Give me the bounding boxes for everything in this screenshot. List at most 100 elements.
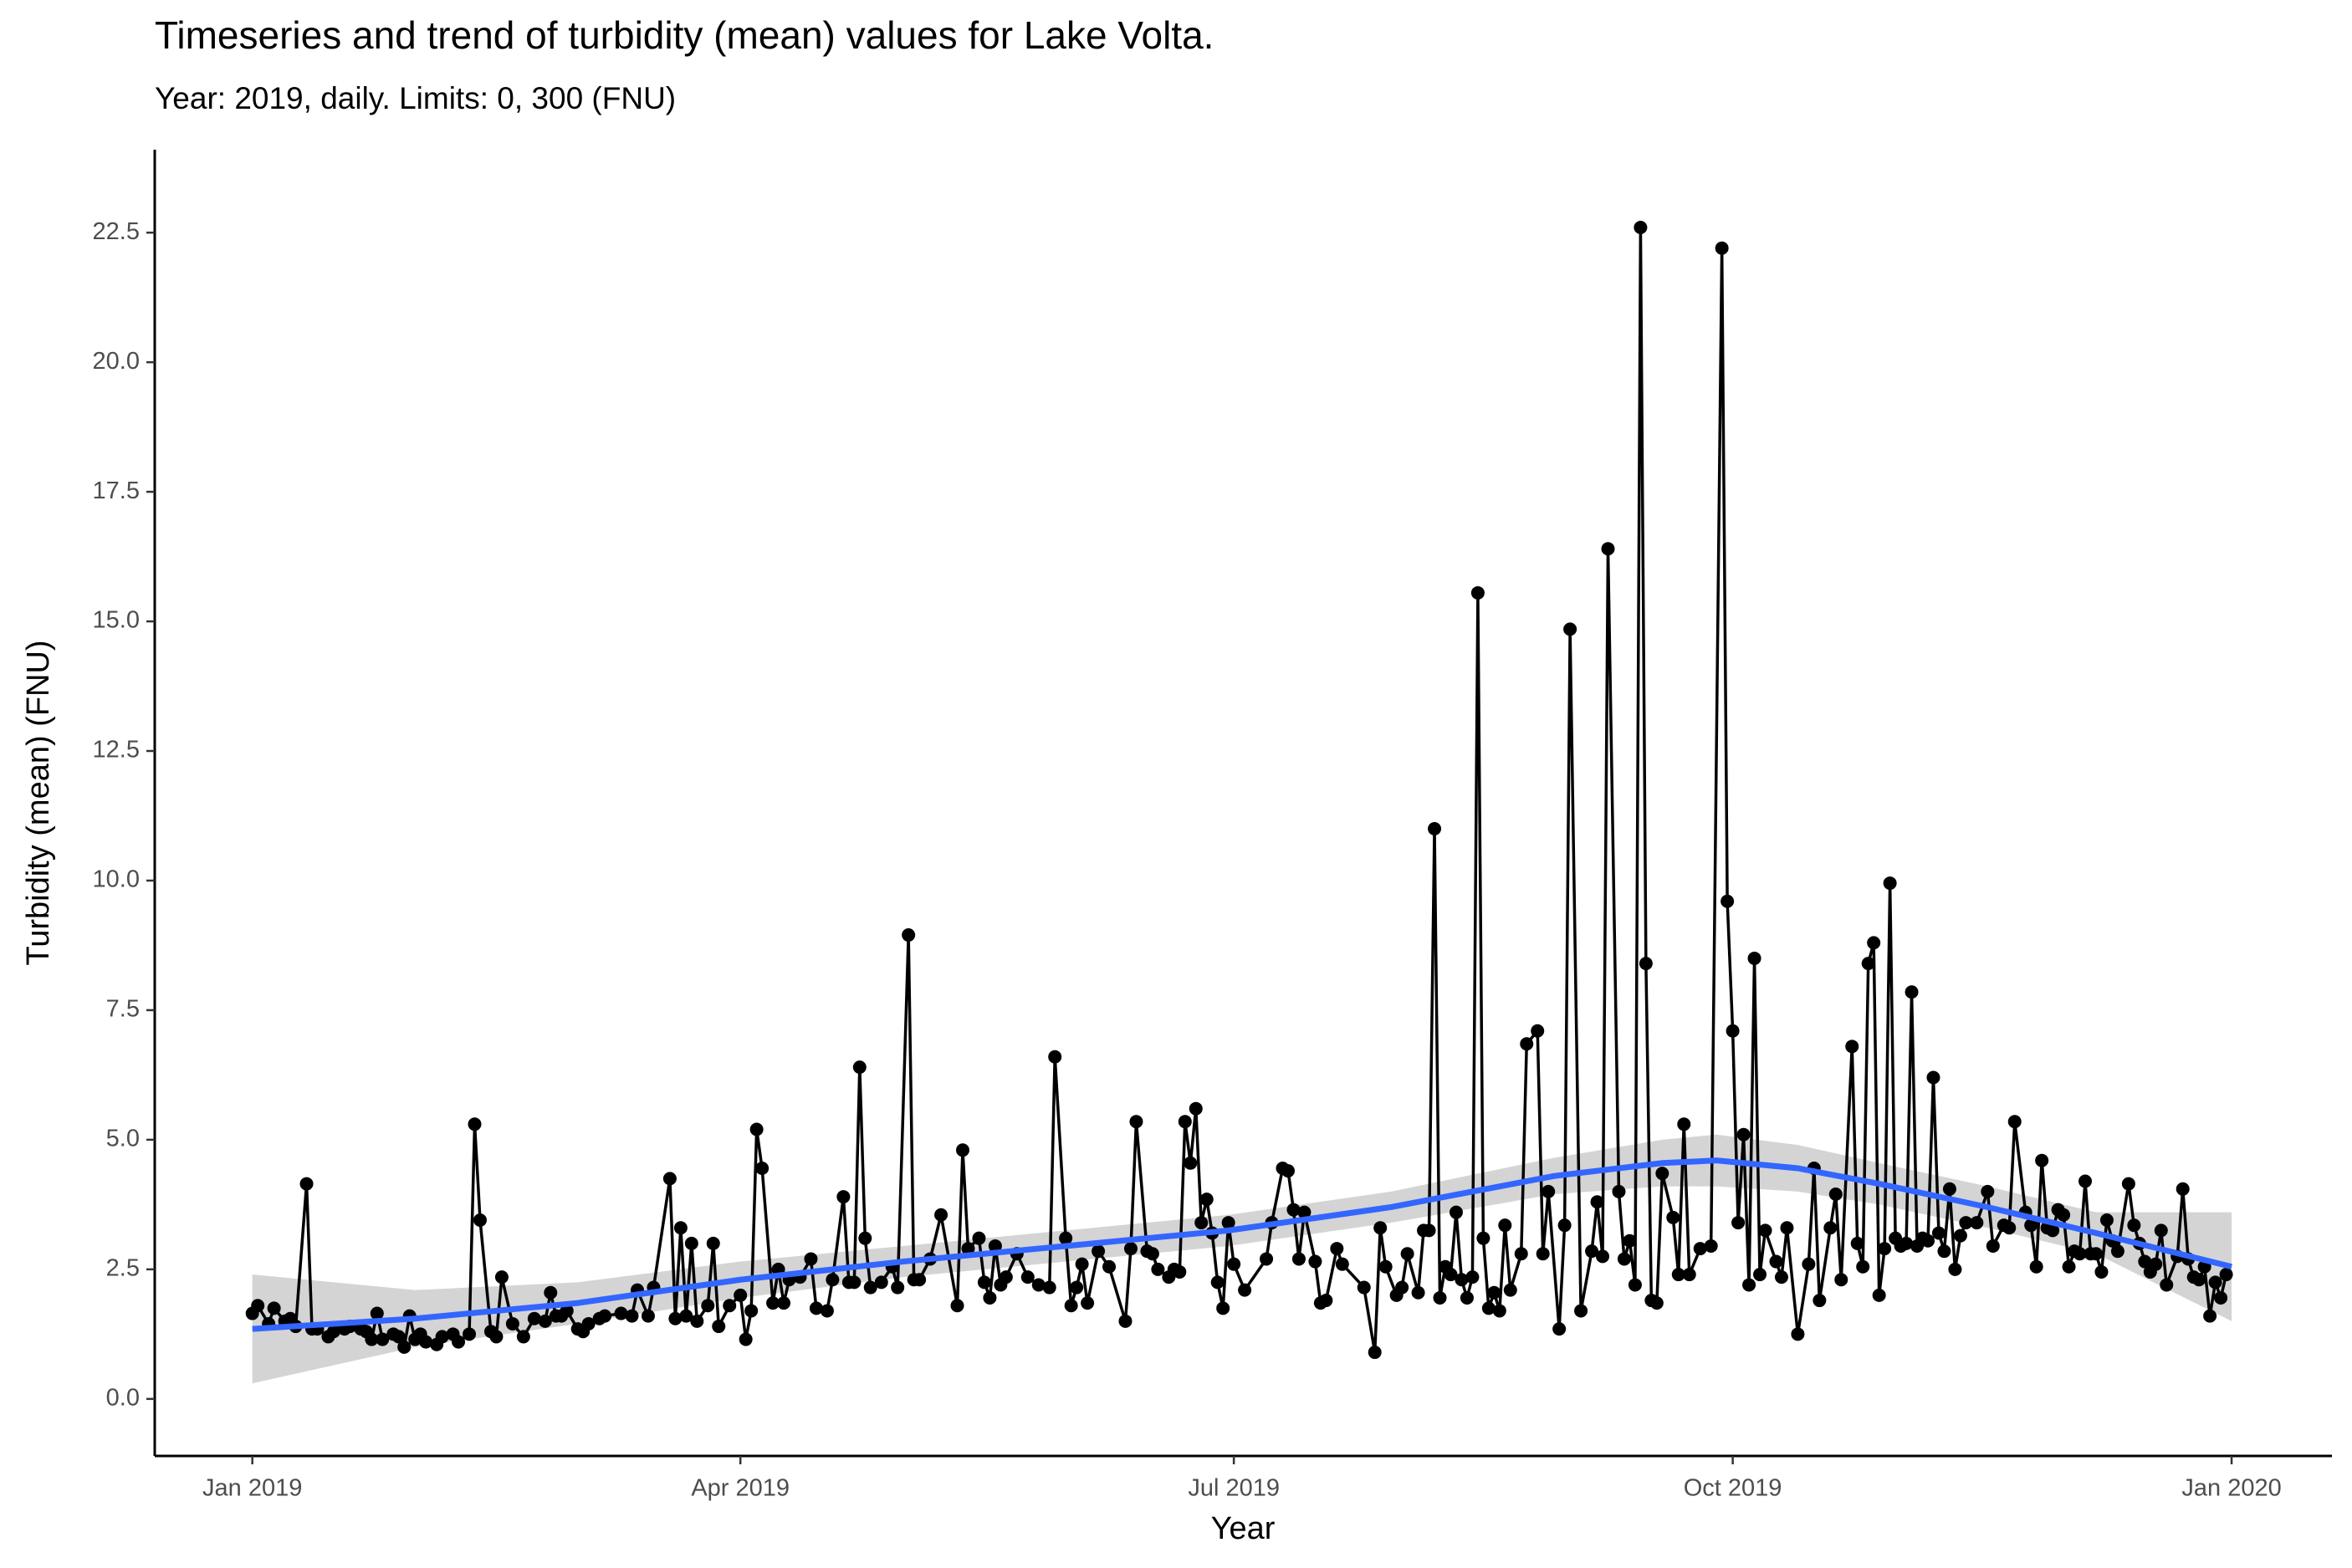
data-point [988,1239,1002,1253]
data-point [1123,1242,1138,1256]
data-point [749,1122,764,1136]
data-point [1666,1210,1680,1224]
data-point [2110,1244,2124,1259]
data-point [1612,1184,1626,1198]
data-point [1861,957,1875,971]
data-point [326,1325,340,1339]
data-point [463,1327,477,1341]
data-point [419,1335,433,1349]
data-point [1227,1257,1241,1271]
data-point [1747,951,1761,965]
data-point [1563,622,1577,636]
data-point [712,1320,726,1334]
data-point [1899,1236,1914,1250]
data-point [2029,1259,2043,1274]
data-point [874,1275,888,1290]
data-point [1449,1205,1463,1219]
data-point [1948,1262,1962,1276]
data-point [1926,1070,1940,1085]
data-point [1020,1270,1035,1285]
data-point [1813,1294,1827,1308]
data-point [1731,1216,1746,1230]
data-point [1649,1296,1664,1310]
data-point [267,1301,281,1315]
data-point [468,1117,482,1131]
data-point [2094,1264,2109,1279]
data-point [1455,1273,1469,1287]
data-point [397,1340,412,1354]
data-point [1791,1327,1805,1341]
data-point [1199,1193,1214,1207]
data-point [690,1314,704,1328]
y-tick-label: 12.5 [93,737,140,764]
data-point [1492,1304,1506,1318]
data-point [1178,1115,1192,1129]
data-point [527,1311,541,1325]
data-point [1531,1024,1545,1038]
data-point [679,1309,693,1323]
data-point [1823,1221,1838,1235]
data-point [1118,1314,1133,1328]
data-point [1769,1254,1783,1269]
data-point [2089,1247,2103,1261]
data-point [977,1275,991,1290]
data-point [1221,1216,1235,1230]
data-point [1845,1039,1859,1054]
data-point [1872,1288,1886,1302]
data-point [1129,1115,1143,1129]
data-point [1498,1218,1512,1233]
data-point [1585,1244,1599,1259]
data-point [1970,1216,1984,1230]
data-point [1444,1268,1458,1282]
data-point [847,1275,862,1290]
data-point [1780,1221,1794,1235]
data-point [1753,1268,1767,1282]
data-point [852,1060,867,1075]
data-point [376,1332,390,1346]
data-point [581,1316,596,1331]
data-point [1064,1299,1078,1313]
data-point [1373,1221,1388,1235]
data-point [1726,1024,1740,1038]
data-point [1238,1283,1252,1297]
data-point [1921,1233,1935,1248]
data-point [1075,1257,1089,1271]
data-point [1173,1264,1187,1279]
data-point [1465,1270,1480,1285]
data-point [494,1270,509,1285]
data-point [2057,1208,2071,1222]
data-point [1520,1037,1534,1051]
data-point [1081,1296,1095,1310]
data-point [1639,957,1653,971]
chart-subtitle: Year: 2019, daily. Limits: 0, 300 (FNU) [155,81,676,115]
data-point [473,1213,487,1227]
data-point [961,1242,975,1256]
data-point [1481,1301,1496,1315]
data-point [820,1304,834,1318]
data-point [2099,1213,2114,1227]
data-point [891,1280,905,1295]
data-point [1189,1101,1203,1116]
data-point [614,1306,628,1320]
data-point [1574,1304,1588,1318]
data-point [723,1299,737,1313]
chart-title: Timeseries and trend of turbidity (mean)… [155,13,1214,57]
data-point [1319,1294,1333,1308]
data-point [1552,1322,1567,1336]
data-point [1981,1184,1995,1198]
data-point [365,1332,379,1346]
data-point [1628,1278,1642,1292]
data-point [435,1330,449,1344]
data-point [1308,1254,1322,1269]
data-point [863,1280,877,1295]
y-tick-label: 2.5 [106,1255,140,1282]
data-point [1601,542,1615,556]
data-point [1682,1268,1696,1282]
data-point [1184,1156,1198,1170]
data-point [1216,1301,1230,1315]
data-point [836,1190,851,1204]
data-point [1867,936,1881,950]
y-tick-label: 15.0 [93,607,140,634]
data-point [505,1316,519,1331]
